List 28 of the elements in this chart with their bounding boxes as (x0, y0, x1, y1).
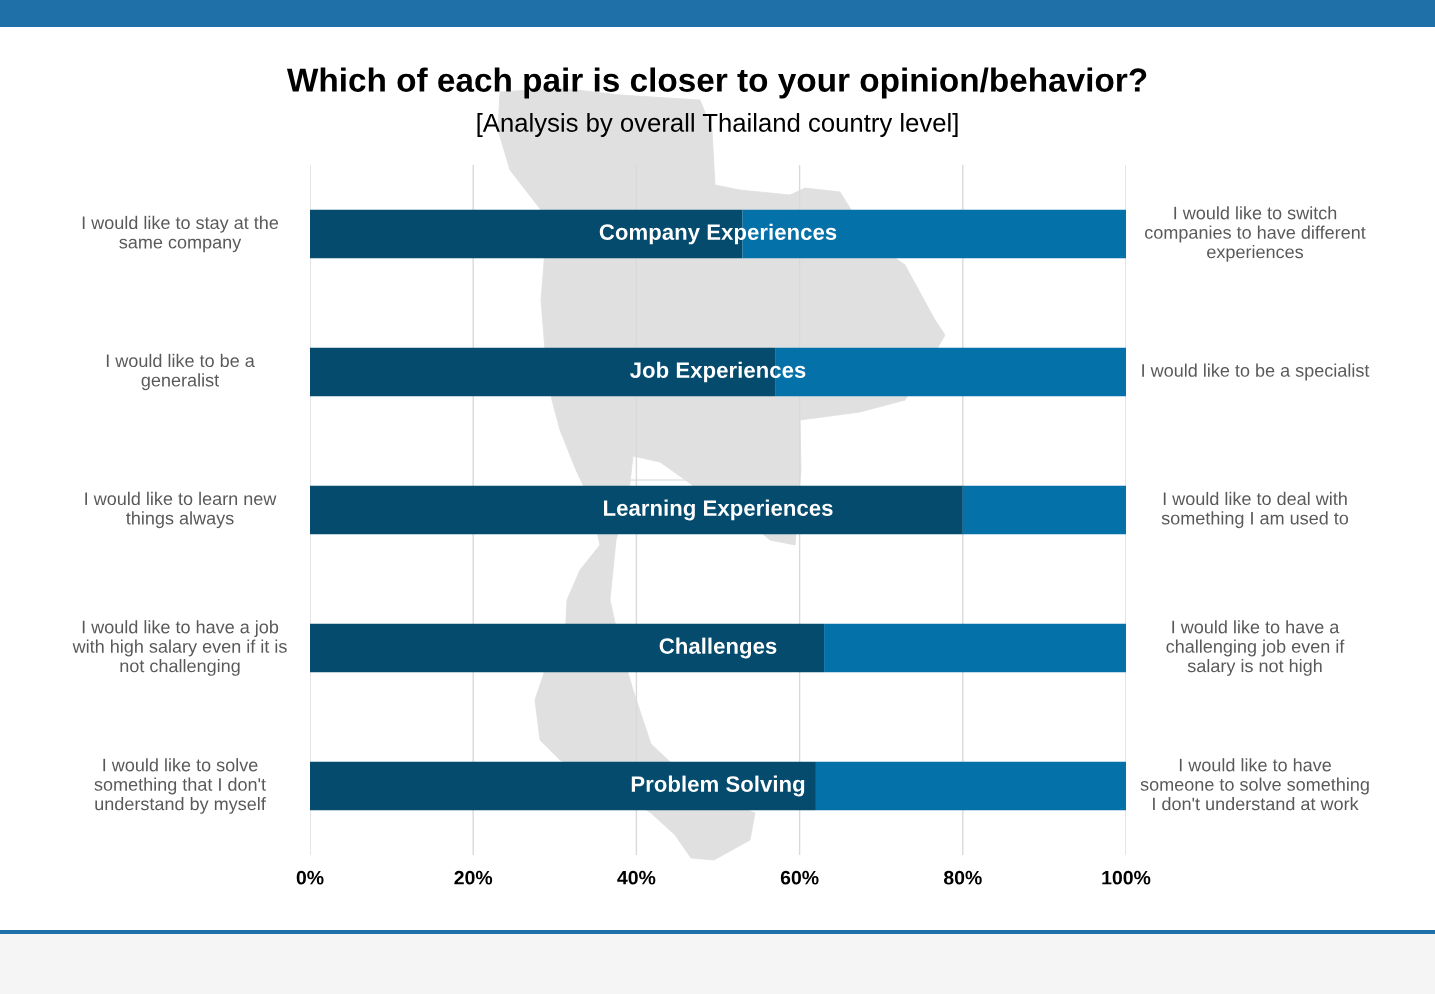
text: I would like to be a specialist (1142, 363, 1370, 381)
bar (962, 485, 1126, 535)
x-tick-label: 0% (296, 870, 324, 885)
bar (815, 761, 1126, 811)
x-tick-label: 60% (780, 870, 819, 885)
chart-subtitle: [Analysis by overall Thailand country level] (477, 113, 958, 137)
text: I would like to learn new things always (85, 491, 277, 529)
text: I would like to have a job with high salary even if it is not challenging (72, 620, 287, 676)
text: I would like to have someone to solve something I don't understand at work (1140, 758, 1369, 811)
text: I would like to deal with something I am used to (1161, 491, 1349, 529)
chart-title: Which of each pair is closer to your opinion/behavior? (286, 67, 1147, 99)
y-tick-label: Challenges (659, 637, 777, 659)
text: I would like to have a challenging job even if salary is not high (1166, 620, 1345, 676)
x-tick-label: 80% (943, 870, 982, 885)
bar (310, 761, 816, 811)
bar (824, 623, 1126, 673)
text: I would like to solve something that I don't understand by myself (94, 758, 266, 814)
y-tick-label: Job Experiences (630, 361, 806, 383)
text: I would like to stay at the same company (82, 215, 279, 253)
x-tick-label: 40% (617, 870, 656, 885)
y-tick-label: Learning Experiences (604, 499, 833, 521)
y-tick-label: Problem Solving (631, 775, 805, 797)
text: I would like to switch companies to have different experiences (1145, 206, 1366, 262)
y-tick-label: Company Experiences (599, 223, 837, 245)
x-tick-label: 20% (454, 870, 493, 885)
x-tick-label: 100% (1102, 870, 1151, 885)
text: I would like to be a generalist (106, 353, 255, 391)
bar (310, 623, 825, 673)
